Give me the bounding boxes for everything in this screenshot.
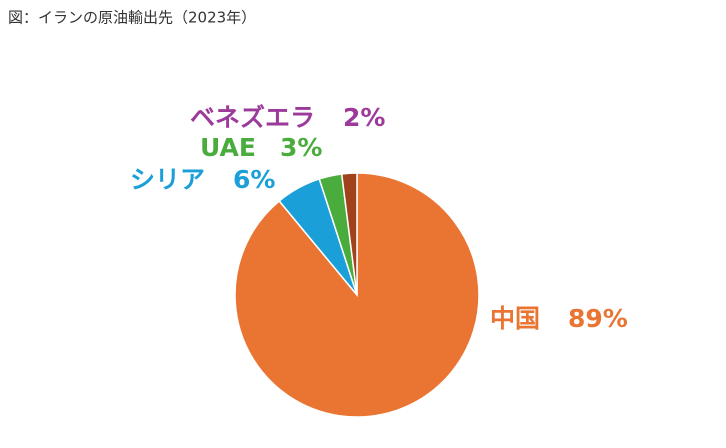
slice-label: ベネズエラ — [190, 103, 315, 132]
slice-value-label: 3% — [280, 133, 322, 162]
slice-label: 中国 — [490, 304, 540, 333]
slice-label: UAE — [200, 133, 256, 162]
pie-slice — [340, 172, 358, 296]
slice-value-label: 6% — [233, 165, 275, 194]
slice-value-label: 2% — [343, 103, 385, 132]
slice-label: シリア — [130, 165, 205, 194]
chart-title: 図：イランの原油輸出先（2023年） — [8, 9, 256, 27]
slice-value-label: 89% — [568, 304, 628, 333]
